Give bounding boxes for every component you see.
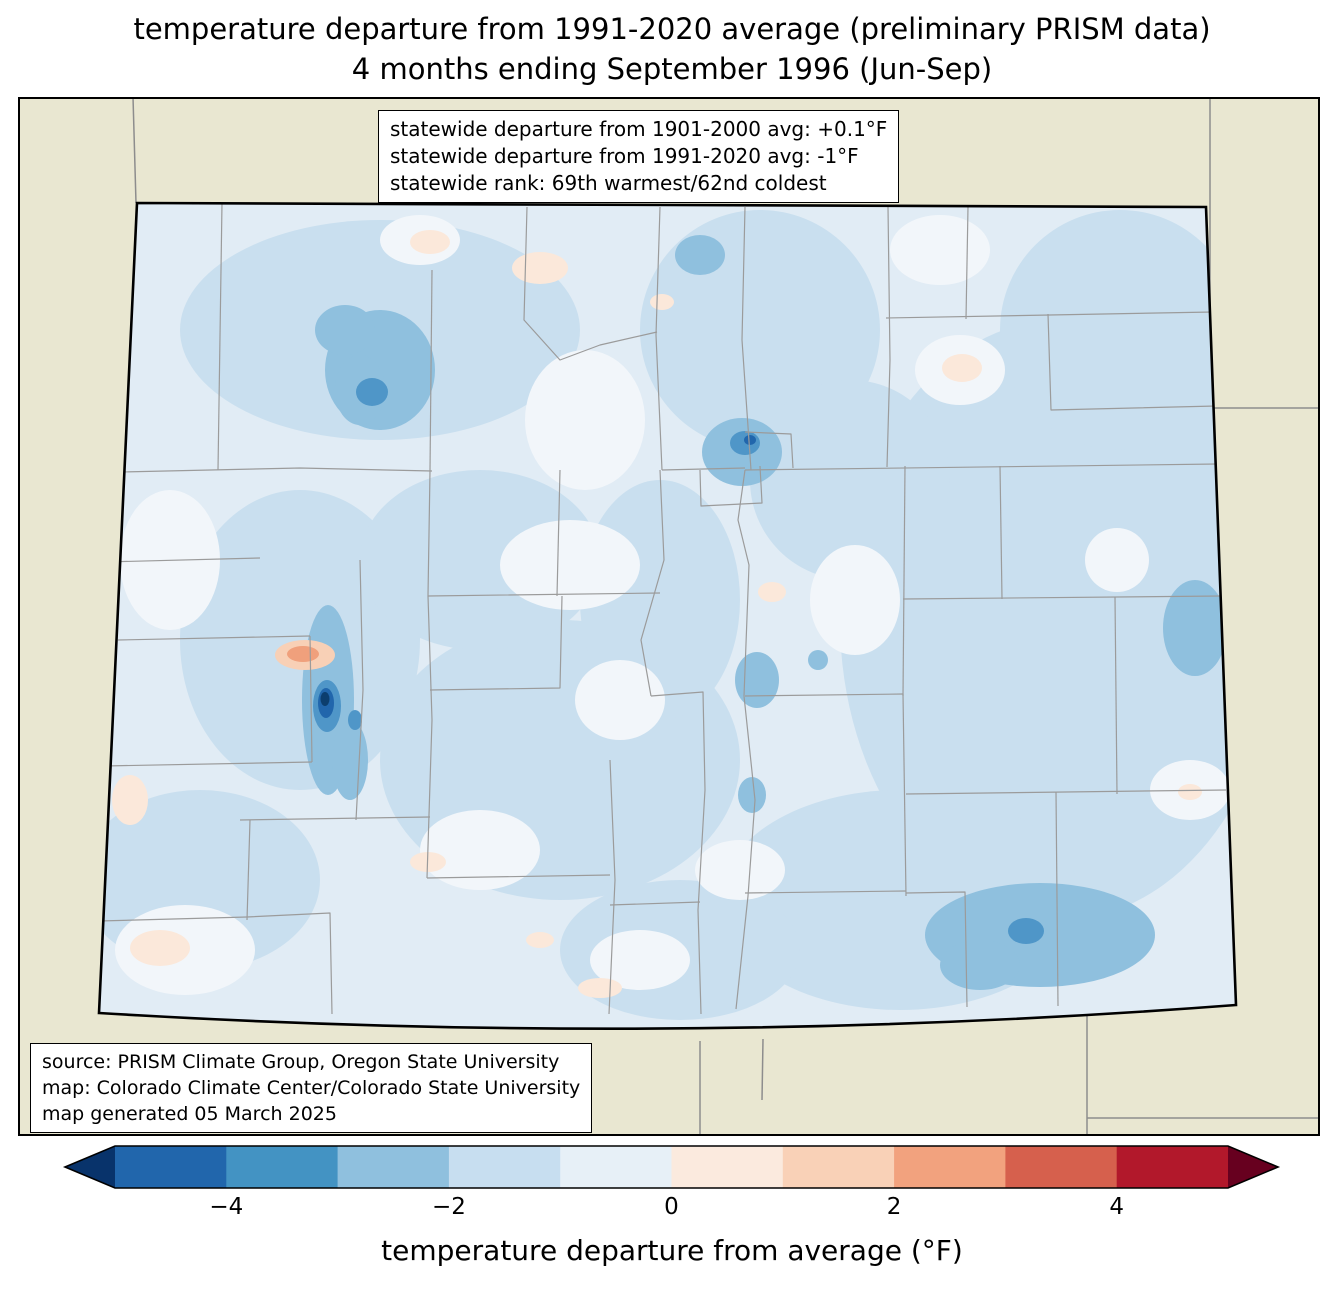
colorbar-tick-label: 4 bbox=[1109, 1194, 1125, 1220]
colorbar-tick-label: −4 bbox=[209, 1194, 244, 1220]
map-title-line2: 4 months ending September 1996 (Jun-Sep) bbox=[351, 52, 993, 86]
colorbar-axis-label: temperature departure from average (°F) bbox=[381, 1234, 963, 1267]
colorbar-tick-label: −2 bbox=[431, 1194, 466, 1220]
colorado-temperature-map bbox=[18, 97, 1320, 1136]
colorbar-right-arrow bbox=[1228, 1146, 1278, 1188]
colorbar-left-arrow bbox=[65, 1146, 115, 1188]
temperature-field bbox=[99, 203, 1236, 1029]
stats-line-3: statewide rank: 69th warmest/62nd coldes… bbox=[390, 171, 827, 195]
source-line-2: map: Colorado Climate Center/Colorado St… bbox=[42, 1077, 581, 1099]
map-title-line1: temperature departure from 1991-2020 ave… bbox=[133, 12, 1211, 46]
stats-line-1: statewide departure from 1901-2000 avg: … bbox=[390, 117, 888, 141]
source-line-3: map generated 05 March 2025 bbox=[42, 1103, 337, 1125]
warm-3f-spot bbox=[287, 646, 319, 662]
stats-line-2: statewide departure from 1991-2020 avg: … bbox=[390, 144, 859, 168]
colorbar-tick-label: 2 bbox=[886, 1194, 902, 1220]
colorbar-tick-label: 0 bbox=[664, 1194, 679, 1220]
cool-5f-core bbox=[320, 692, 330, 706]
county-borders bbox=[99, 203, 1227, 1015]
map-frame bbox=[18, 97, 1320, 1136]
statewide-stats-box: statewide departure from 1901-2000 avg: … bbox=[378, 110, 900, 203]
source-line-1: source: PRISM Climate Group, Oregon Stat… bbox=[42, 1051, 560, 1073]
colorado-state-border bbox=[97, 201, 1238, 1031]
colorbar bbox=[62, 1145, 1281, 1189]
warm-patches bbox=[112, 230, 1202, 998]
colorbar-segments bbox=[115, 1146, 1229, 1188]
colorbar-outline bbox=[62, 1145, 1281, 1189]
source-attribution-box: source: PRISM Climate Group, Oregon Stat… bbox=[30, 1043, 593, 1133]
